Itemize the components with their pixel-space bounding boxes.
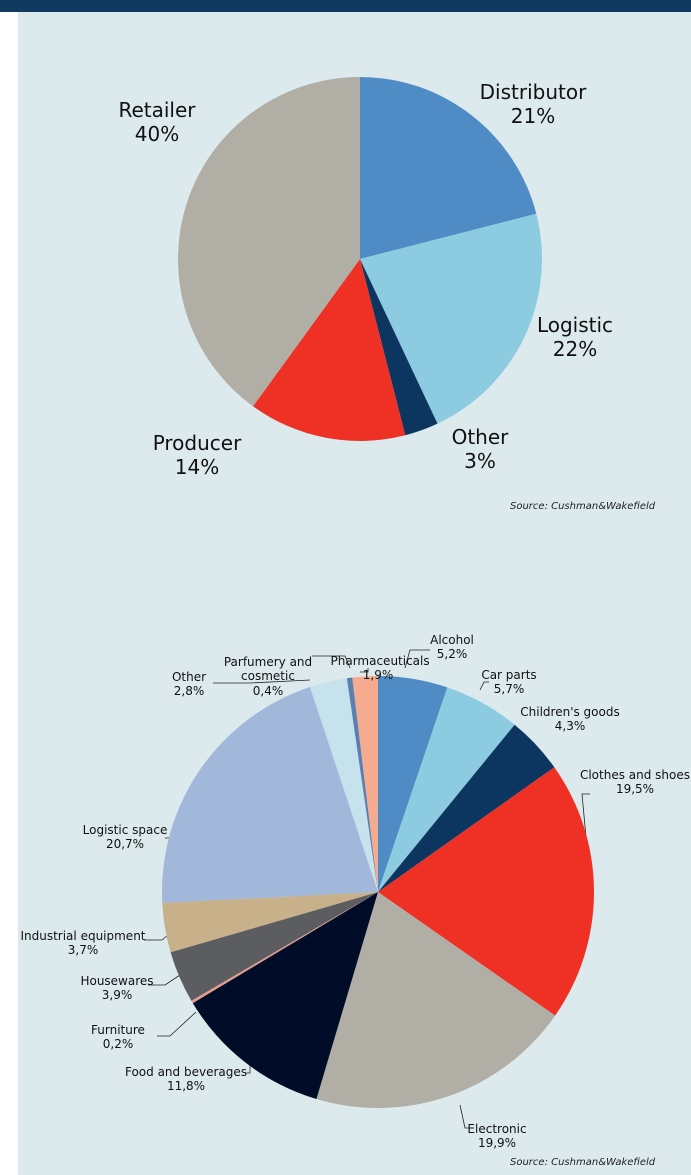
label-name: Clothes and shoes [579, 768, 691, 782]
label-value: 0,2% [102, 1037, 134, 1052]
slice-label: Food and beverages 11,8% [116, 1065, 256, 1094]
pie-slice [161, 686, 378, 903]
slice-label: Furniture 0,2% [73, 1023, 163, 1052]
pie-slice [378, 676, 448, 892]
slice-label: Logistic space 20,7% [70, 823, 180, 852]
pie-slice [378, 687, 515, 892]
slice-label: Car parts 5,7% [469, 668, 549, 697]
label-value: 3,7% [67, 943, 99, 958]
label-name: Pharmaceuticals [330, 654, 430, 668]
label-name: Logistic space [82, 823, 168, 837]
leader [360, 668, 369, 673]
slice-label: Retailer 40% [97, 98, 217, 146]
pie-slice [378, 724, 555, 892]
slice-label: Other 3% [440, 425, 520, 473]
label-value: 22% [552, 337, 598, 361]
label-value: 20,7% [105, 837, 145, 852]
slice-label: Other 2,8% [159, 670, 219, 699]
label-value: 5,7% [493, 682, 525, 697]
label-value: 40% [134, 122, 180, 146]
pie-slice [378, 767, 594, 1016]
label-value: 19,5% [615, 782, 655, 797]
leader [479, 681, 489, 691]
pie-slice [177, 76, 360, 407]
leader [459, 1104, 472, 1129]
label-name: Retailer [118, 98, 196, 122]
slice-label: Clothes and shoes 19,5% [575, 768, 691, 797]
pie-slice [360, 213, 543, 424]
pie-slice [191, 892, 378, 1004]
slice-label: Electronic 19,9% [452, 1122, 542, 1151]
slice-label: Pharmaceuticals 1,9% [330, 654, 430, 683]
pie-slice [253, 259, 406, 441]
pie-slice [316, 892, 556, 1108]
slice-label: Distributor 21% [473, 80, 593, 128]
label-value: 4,3% [554, 719, 586, 734]
label-value: 11,8% [166, 1079, 206, 1094]
pie-slice [360, 77, 537, 259]
header-bar [0, 0, 691, 12]
label-value: 0,4% [252, 683, 284, 698]
pie-slice [162, 892, 378, 953]
leader [213, 679, 311, 684]
label-name: Car parts [481, 668, 537, 682]
label-value: 19,9% [477, 1136, 517, 1151]
leader [312, 655, 351, 669]
source: Source: Cushman&Wakefield [510, 1157, 656, 1168]
leader-lines [144, 649, 591, 1129]
leader [404, 649, 430, 669]
leader [144, 934, 169, 941]
slice-label: Children's goods 4,3% [510, 705, 630, 734]
label-name: Distributor [479, 80, 587, 104]
label-name: Furniture [91, 1023, 145, 1037]
label-value: 1,9% [362, 668, 394, 683]
label-name: Industrial equipment [20, 929, 146, 943]
slice-label: Alcohol 5,2% [412, 633, 492, 662]
pie-slice [346, 677, 378, 892]
label-name: Electronic [467, 1122, 527, 1136]
source: Source: Cushman&Wakefield [510, 501, 656, 512]
pie-slice [352, 676, 378, 892]
label-name: Children's goods [520, 705, 620, 719]
slice-label: Parfumery and cosmetic 0,4% [221, 655, 316, 698]
pie-slice [360, 259, 438, 436]
label-name: Food and beverages [124, 1065, 247, 1079]
label-value: 2,8% [173, 684, 205, 699]
pie-slice [192, 892, 378, 1100]
pie-slice [309, 678, 378, 892]
label-value: 5,2% [436, 647, 468, 662]
label-name: Other [451, 425, 509, 449]
slice-label: Producer 14% [137, 431, 257, 479]
slice-label: Housewares 3,9% [72, 974, 162, 1003]
pie-slice [170, 892, 378, 1001]
leader [148, 974, 181, 986]
label-value: 14% [174, 455, 220, 479]
label-name: Housewares [80, 974, 154, 988]
leader [157, 1011, 197, 1037]
slice-label: Industrial equipment 3,7% [13, 929, 153, 958]
label-value: 3,9% [101, 988, 133, 1003]
label-name: Producer [152, 431, 242, 455]
label-name: Logistic [536, 313, 614, 337]
label-value: 21% [510, 104, 556, 128]
label-name: Other [171, 670, 207, 684]
slice-label: Logistic 22% [515, 313, 635, 361]
label-name: Alcohol [430, 633, 474, 647]
label-name: Parfumery and cosmetic [223, 655, 313, 684]
label-value: 3% [464, 449, 496, 473]
